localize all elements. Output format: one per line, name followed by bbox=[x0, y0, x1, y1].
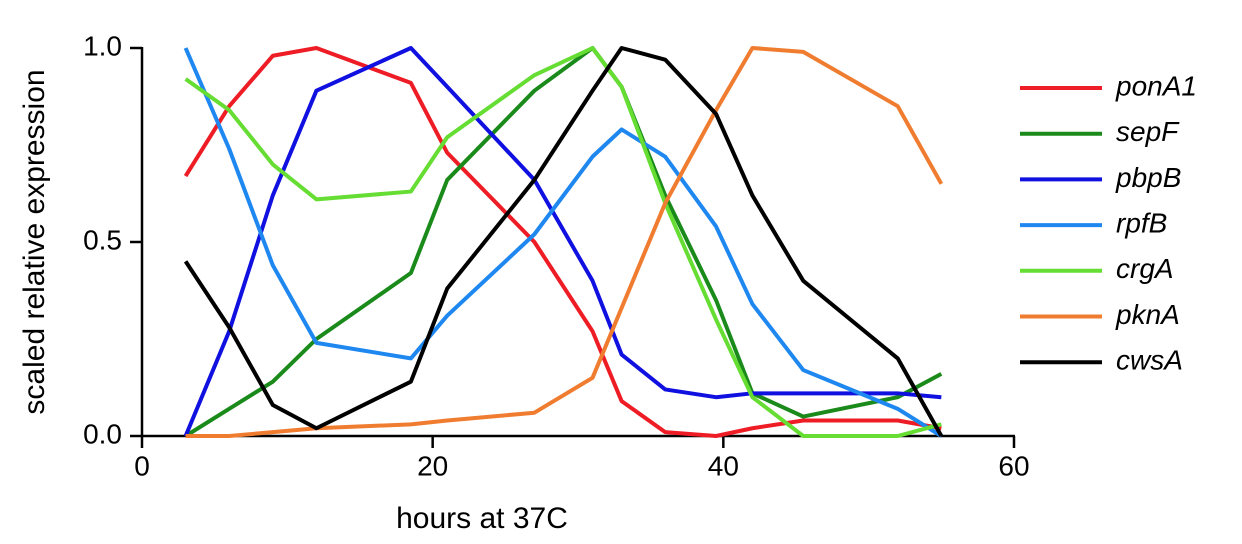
series-line bbox=[183, 46, 942, 437]
legend-label: pbpB bbox=[1115, 162, 1181, 193]
legend-label: sepF bbox=[1116, 116, 1180, 147]
y-tick-label: 0.5 bbox=[83, 224, 122, 255]
x-axis-label: hours at 37C bbox=[396, 502, 568, 535]
legend-label: pknA bbox=[1115, 299, 1180, 330]
y-tick-label: 0.0 bbox=[83, 418, 122, 449]
legend-label: crgA bbox=[1116, 253, 1174, 284]
series-line bbox=[183, 47, 943, 438]
y-axis-label: scaled relative expression bbox=[18, 69, 51, 414]
x-tick-label: 20 bbox=[417, 450, 448, 481]
legend-label: rpfB bbox=[1116, 207, 1167, 238]
x-tick-label: 40 bbox=[708, 450, 739, 481]
series-line bbox=[185, 46, 944, 438]
series-line bbox=[183, 46, 942, 438]
legend-label: ponA1 bbox=[1115, 70, 1197, 101]
x-tick-label: 0 bbox=[134, 450, 150, 481]
series-line bbox=[184, 46, 943, 438]
legend-label: cwsA bbox=[1116, 345, 1183, 376]
series-line bbox=[184, 46, 942, 438]
series-line bbox=[183, 46, 944, 437]
x-tick-label: 60 bbox=[998, 450, 1029, 481]
y-tick-label: 1.0 bbox=[83, 30, 122, 61]
